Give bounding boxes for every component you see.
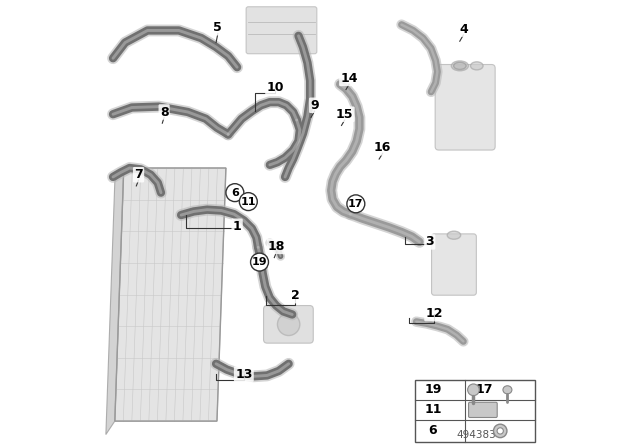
Text: 14: 14: [340, 72, 358, 85]
Text: 18: 18: [268, 240, 285, 253]
Text: 19: 19: [424, 383, 442, 396]
Circle shape: [497, 428, 503, 434]
Ellipse shape: [454, 62, 466, 69]
Circle shape: [493, 424, 507, 438]
Text: 16: 16: [374, 141, 392, 155]
Text: 13: 13: [235, 367, 253, 381]
Ellipse shape: [447, 231, 461, 239]
Text: 7: 7: [134, 168, 143, 181]
Text: 19: 19: [252, 257, 268, 267]
Text: 3: 3: [426, 235, 434, 249]
FancyBboxPatch shape: [264, 306, 314, 343]
Ellipse shape: [470, 62, 483, 70]
FancyBboxPatch shape: [431, 234, 476, 295]
Text: 494383: 494383: [457, 431, 497, 440]
Circle shape: [278, 313, 300, 336]
Text: 11: 11: [424, 403, 442, 416]
Text: 11: 11: [241, 197, 256, 207]
Circle shape: [250, 253, 269, 271]
Circle shape: [226, 184, 244, 202]
Text: 9: 9: [310, 99, 319, 112]
Text: 2: 2: [291, 289, 300, 302]
Ellipse shape: [503, 386, 512, 394]
Circle shape: [239, 193, 257, 211]
FancyBboxPatch shape: [435, 65, 495, 150]
Text: 8: 8: [160, 105, 168, 119]
Text: 6: 6: [231, 188, 239, 198]
Text: 12: 12: [426, 307, 443, 320]
Text: 10: 10: [266, 81, 284, 94]
Text: 1: 1: [233, 220, 241, 233]
Text: 5: 5: [214, 21, 222, 34]
Text: 17: 17: [476, 383, 493, 396]
Text: 6: 6: [429, 424, 437, 437]
Polygon shape: [115, 168, 226, 421]
Ellipse shape: [451, 61, 468, 71]
Circle shape: [468, 384, 479, 396]
Text: 17: 17: [348, 199, 364, 209]
FancyBboxPatch shape: [246, 7, 317, 54]
Text: 15: 15: [336, 108, 353, 121]
FancyBboxPatch shape: [468, 402, 497, 418]
Polygon shape: [106, 168, 124, 435]
Circle shape: [347, 195, 365, 213]
Bar: [415, 380, 535, 442]
Text: 4: 4: [459, 22, 468, 36]
